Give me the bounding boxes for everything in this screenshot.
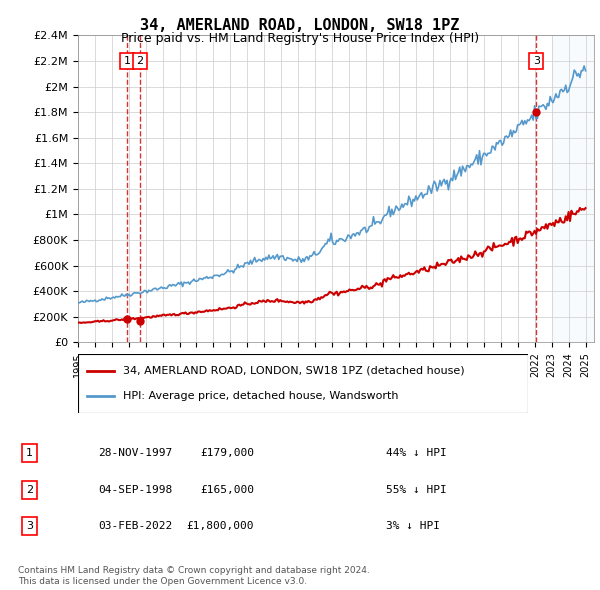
Text: 34, AMERLAND ROAD, LONDON, SW18 1PZ: 34, AMERLAND ROAD, LONDON, SW18 1PZ (140, 18, 460, 32)
Text: 3% ↓ HPI: 3% ↓ HPI (386, 521, 440, 531)
Text: £165,000: £165,000 (200, 485, 254, 494)
Text: £179,000: £179,000 (200, 448, 254, 458)
Text: 28-NOV-1997: 28-NOV-1997 (98, 448, 173, 458)
Bar (552, 35, 594, 342)
Text: 55% ↓ HPI: 55% ↓ HPI (386, 485, 447, 494)
Text: 1: 1 (124, 56, 131, 66)
Text: Contains HM Land Registry data © Crown copyright and database right 2024.
This d: Contains HM Land Registry data © Crown c… (18, 566, 370, 586)
Text: 2: 2 (26, 485, 33, 494)
Text: 1: 1 (26, 448, 33, 458)
Text: 04-SEP-1998: 04-SEP-1998 (98, 485, 173, 494)
Text: 03-FEB-2022: 03-FEB-2022 (98, 521, 173, 531)
Text: Price paid vs. HM Land Registry's House Price Index (HPI): Price paid vs. HM Land Registry's House … (121, 32, 479, 45)
FancyBboxPatch shape (78, 354, 528, 413)
Text: 34, AMERLAND ROAD, LONDON, SW18 1PZ (detached house): 34, AMERLAND ROAD, LONDON, SW18 1PZ (det… (123, 366, 464, 375)
Text: 3: 3 (533, 56, 540, 66)
Text: £1,800,000: £1,800,000 (187, 521, 254, 531)
Text: 44% ↓ HPI: 44% ↓ HPI (386, 448, 447, 458)
Text: 3: 3 (26, 521, 33, 531)
Text: HPI: Average price, detached house, Wandsworth: HPI: Average price, detached house, Wand… (123, 392, 398, 401)
Text: 2: 2 (137, 56, 143, 66)
